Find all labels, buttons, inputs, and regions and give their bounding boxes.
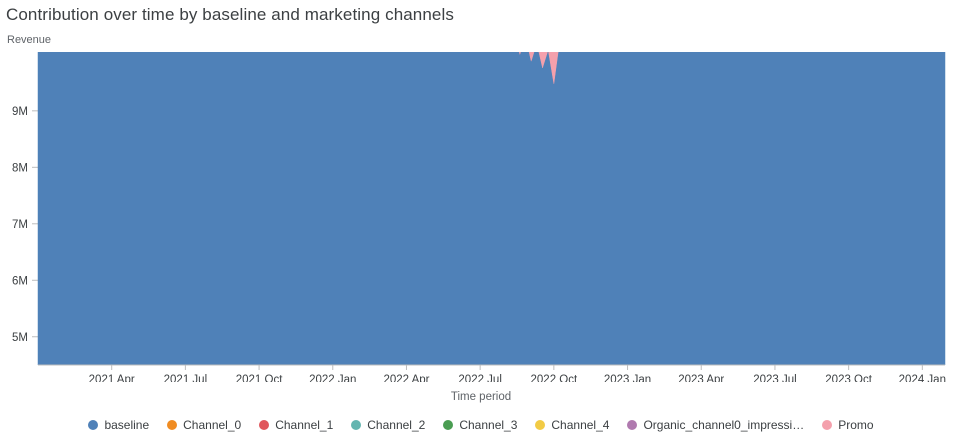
stacked-area-chart: 5M 6M 7M 8M 9M 2021 Apr 2021 Jul 2021 Oct 2022 J… xyxy=(12,52,946,382)
plot-area: 5M 6M 7M 8M 9M 2021 Apr 2021 Jul 2021 Oct 2022 J… xyxy=(0,52,962,382)
legend-item-label: Channel_4 xyxy=(551,418,610,432)
x-axis-tick-label: 2023 Oct xyxy=(825,374,872,382)
legend-swatch-icon xyxy=(627,420,638,430)
y-axis-tick-label: 7M xyxy=(12,219,28,231)
legend-item-label: Channel_3 xyxy=(459,418,518,432)
y-axis-tick-label: 6M xyxy=(12,275,28,287)
legend-swatch-icon xyxy=(167,420,178,430)
x-axis-tick-label: 2021 Oct xyxy=(236,374,283,382)
page-title: Contribution over time by baseline and m… xyxy=(6,5,454,24)
legend-item-organic-channel0-impressi[interactable]: Organic_channel0_impressi… xyxy=(627,418,804,432)
legend-item-label: Channel_0 xyxy=(183,418,242,432)
legend-item-label: Channel_2 xyxy=(367,418,426,432)
chart-subtitle: Revenue xyxy=(7,34,52,46)
x-axis-tick-label: 2022 Oct xyxy=(531,374,578,382)
x-axis-tick-label: 2022 Jul xyxy=(458,374,501,382)
chart-legend: baseline Channel_0 Channel_1 Channel_2 Chann… xyxy=(0,418,962,432)
x-axis-tick-label: 2023 Jul xyxy=(753,374,796,382)
legend-item-label: Channel_1 xyxy=(275,418,334,432)
x-axis-tick-label: 2023 Jan xyxy=(604,374,651,382)
legend-swatch-icon xyxy=(535,420,546,430)
area-series-baseline xyxy=(37,52,946,366)
legend-swatch-icon xyxy=(88,420,99,430)
legend-item-label: baseline xyxy=(104,418,150,432)
legend-item-channel-0[interactable]: Channel_0 xyxy=(167,418,241,432)
x-axis-tick-label: 2023 Apr xyxy=(678,374,724,382)
x-axis-tick-label: 2024 Jan xyxy=(899,374,946,382)
legend-item-label: Promo xyxy=(838,418,874,432)
area-series-promo xyxy=(519,52,559,84)
x-axis-tick-label: 2021 Jul xyxy=(164,374,207,382)
legend-swatch-icon xyxy=(259,420,270,430)
x-axis-tick-label: 2022 Apr xyxy=(383,374,429,382)
legend-item-baseline[interactable]: baseline xyxy=(88,418,149,432)
legend-item-channel-4[interactable]: Channel_4 xyxy=(535,418,609,432)
legend-swatch-icon xyxy=(822,420,833,430)
y-axis-tick-label: 9M xyxy=(12,106,28,118)
legend-item-channel-2[interactable]: Channel_2 xyxy=(351,418,425,432)
legend-item-channel-1[interactable]: Channel_1 xyxy=(259,418,333,432)
legend-swatch-icon xyxy=(351,420,362,430)
x-axis-title: Time period xyxy=(450,391,512,403)
y-axis-tick-label: 5M xyxy=(12,332,28,344)
legend-swatch-icon xyxy=(443,420,454,430)
y-axis-tick-label: 8M xyxy=(12,162,28,174)
x-axis-tick-label: 2021 Apr xyxy=(89,374,135,382)
legend-item-promo[interactable]: Promo xyxy=(822,418,874,432)
legend-item-channel-3[interactable]: Channel_3 xyxy=(443,418,517,432)
legend-item-label: Organic_channel0_impressi… xyxy=(643,418,805,432)
x-axis-tick-label: 2022 Jan xyxy=(309,374,356,382)
